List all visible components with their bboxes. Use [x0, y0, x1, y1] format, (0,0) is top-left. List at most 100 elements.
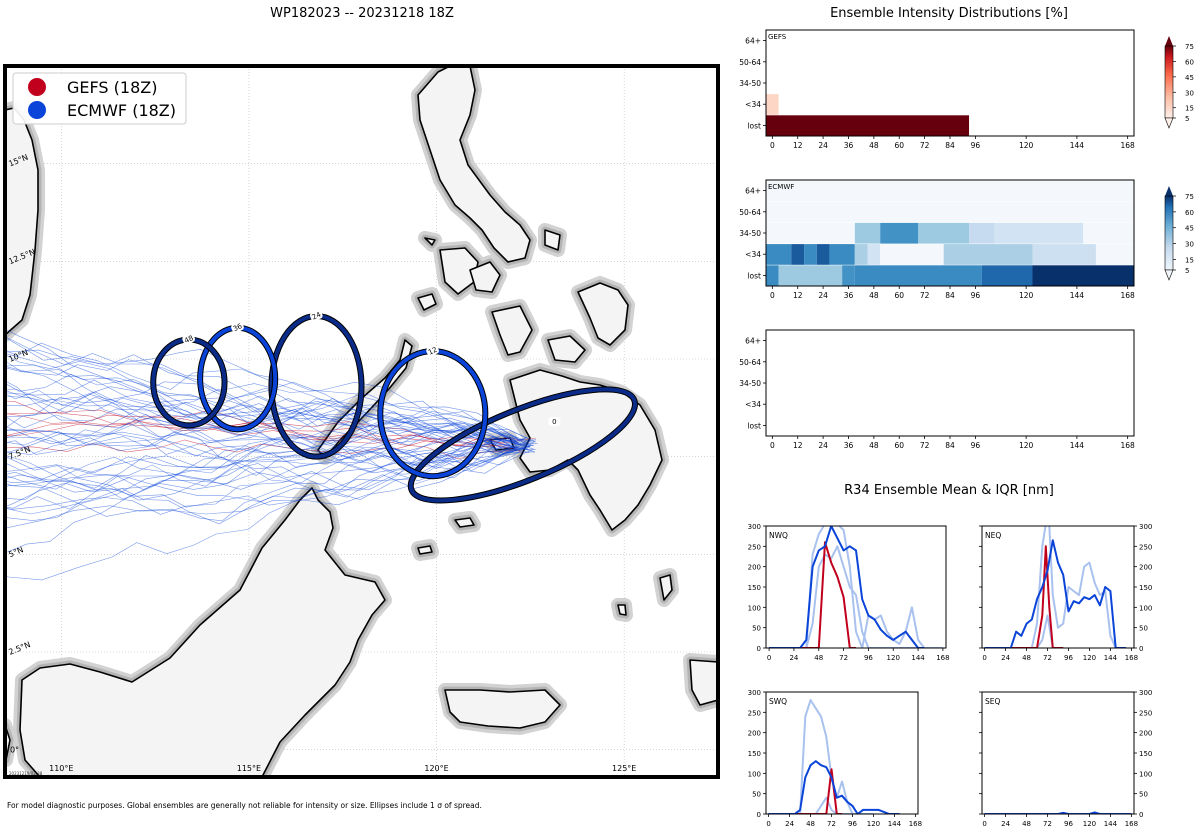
r34-ytick-label: 150 [748, 750, 761, 758]
heatmap-cell [766, 265, 779, 286]
map-legend: GEFS (18Z) ECMWF (18Z) [12, 72, 187, 125]
colorbar-tick-label: 75 [1185, 193, 1194, 201]
r34-ytick-label: 300 [748, 523, 761, 531]
r34-ytick-label: 100 [1139, 770, 1152, 778]
gefs-colorbar-max-arrow [1165, 36, 1173, 46]
ecmwf-member-track [5, 451, 536, 529]
land-small-1 [417, 293, 437, 311]
ecmwf-member-track [5, 398, 530, 455]
ecmwf-member-track [5, 381, 531, 447]
map-stamp: 20231219/02:38 [9, 771, 43, 776]
map-lon-label: 120°E [424, 764, 448, 773]
land-small-6 [659, 574, 673, 601]
heatmap-xtick-label: 120 [1019, 291, 1034, 300]
legend-label-gefs: GEFS (18Z) [67, 78, 157, 97]
r34-xtick-label: 120 [1083, 654, 1096, 662]
ellipse-tau-label: 48 [183, 334, 194, 345]
r34-xtick-label: 168 [909, 820, 922, 828]
r34-ytick-label: 0 [757, 645, 761, 653]
heatmap-xtick-label: 48 [869, 291, 879, 300]
heatmap-cell [766, 115, 970, 136]
colorbar-tick-label: 5 [1185, 115, 1189, 123]
r34-xtick-label: 0 [982, 654, 986, 662]
heatmap-xtick-label: 168 [1120, 291, 1135, 300]
ellipse-tau-label-bg [231, 321, 244, 333]
heatmap-cell [981, 265, 1033, 286]
ecmwf-member-track [5, 342, 518, 444]
r34-ytick-label: 50 [1139, 791, 1148, 799]
map-lon-label: 110°E [49, 764, 73, 773]
heatmap-xtick-label: 96 [971, 441, 981, 450]
ecmwf-colorbar-max-arrow [1165, 186, 1173, 196]
map-frame [3, 64, 720, 779]
r34-quadrant-label: SWQ [769, 697, 787, 706]
heatmap-xtick-label: 12 [793, 141, 803, 150]
ecmwf-member-track [5, 380, 530, 461]
heatmap-xtick-label: 60 [894, 441, 904, 450]
spread-ellipses: 0 12 24 36 48 [150, 309, 638, 504]
r34-ytick-label: 200 [1139, 730, 1152, 738]
heatmap-xtick-label: 36 [844, 141, 854, 150]
r34-series-gefs_mean [768, 768, 842, 814]
heatmap-xtick-label: 0 [770, 141, 775, 150]
heatmap-cell [766, 222, 855, 244]
land-small-5 [424, 237, 436, 246]
ecmwf-member-track [5, 386, 519, 443]
r34-ytick-label: 250 [748, 709, 761, 717]
heatmap-xtick-label: 24 [818, 291, 828, 300]
heatmap-xtick-label: 72 [920, 141, 930, 150]
r34-xtick-label: 24 [1001, 654, 1010, 662]
ecmwf-member-track [5, 437, 525, 467]
r34-series-ecmwf_iqr [768, 796, 853, 814]
r34-xtick-label: 72 [1043, 654, 1052, 662]
r34-xtick-label: 168 [1125, 654, 1138, 662]
r34-xtick-label: 24 [785, 820, 794, 828]
heatmap-ytick-label: <34 [745, 100, 761, 109]
colorbar-tick-label: 15 [1185, 256, 1194, 264]
r34-xtick-label: 144 [1104, 654, 1118, 662]
ecmwf-member-track [5, 449, 534, 510]
ecmwf-member-track [5, 438, 531, 484]
r34-ytick-label: 100 [748, 604, 761, 612]
heatmap-ytick-label: 50-64 [739, 358, 761, 367]
heatmap-xtick-label: 144 [1070, 291, 1085, 300]
heatmap-cell [880, 244, 944, 265]
land-bohol-cebu [547, 335, 586, 363]
heatmap-xtick-label: 48 [869, 441, 879, 450]
ellipse-tau-0 [408, 387, 637, 503]
heatmap-xtick-label: 12 [793, 441, 803, 450]
legend-marker-gefs [28, 78, 46, 96]
heatmap-cell [1032, 265, 1134, 286]
heatmap-ytick-label: 34-50 [739, 379, 761, 388]
r34-background [766, 692, 918, 814]
r34-xtick-label: 96 [848, 820, 857, 828]
ellipse-tau-label-bg [309, 309, 323, 322]
heatmap-xtick-label: 120 [1019, 441, 1034, 450]
colorbar-tick-label: 60 [1185, 58, 1194, 66]
r34-lines [768, 699, 900, 814]
heatmap-cell [854, 265, 982, 286]
ellipse-tau-label-bg [426, 345, 439, 357]
r34-ytick-label: 150 [1139, 750, 1152, 758]
ecmwf-member-track [5, 354, 518, 450]
heatmap-cell [829, 244, 855, 265]
map-lon-label: 125°E [612, 764, 636, 773]
r34-background [982, 526, 1134, 648]
ecmwf-colorbar: 5 15 30 45 60 75 [1164, 186, 1194, 281]
colorbar-tick-label: 60 [1185, 209, 1194, 217]
r34-series-gefs_mean [769, 541, 856, 648]
heatmap-ytick-label: 64+ [745, 187, 761, 196]
heatmap-cell [816, 244, 830, 265]
colorbar-tick-label: 45 [1185, 74, 1194, 82]
ecmwf-member-track [5, 411, 531, 489]
ecmwf-member-track [5, 336, 523, 446]
heatmap-xtick-label: 60 [894, 141, 904, 150]
heatmap-cell [854, 222, 881, 244]
heatmap-xtick-label: 36 [844, 291, 854, 300]
r34-ytick-label: 50 [752, 791, 761, 799]
r34-xtick-label: 168 [1125, 820, 1138, 828]
land-panay [469, 261, 501, 293]
